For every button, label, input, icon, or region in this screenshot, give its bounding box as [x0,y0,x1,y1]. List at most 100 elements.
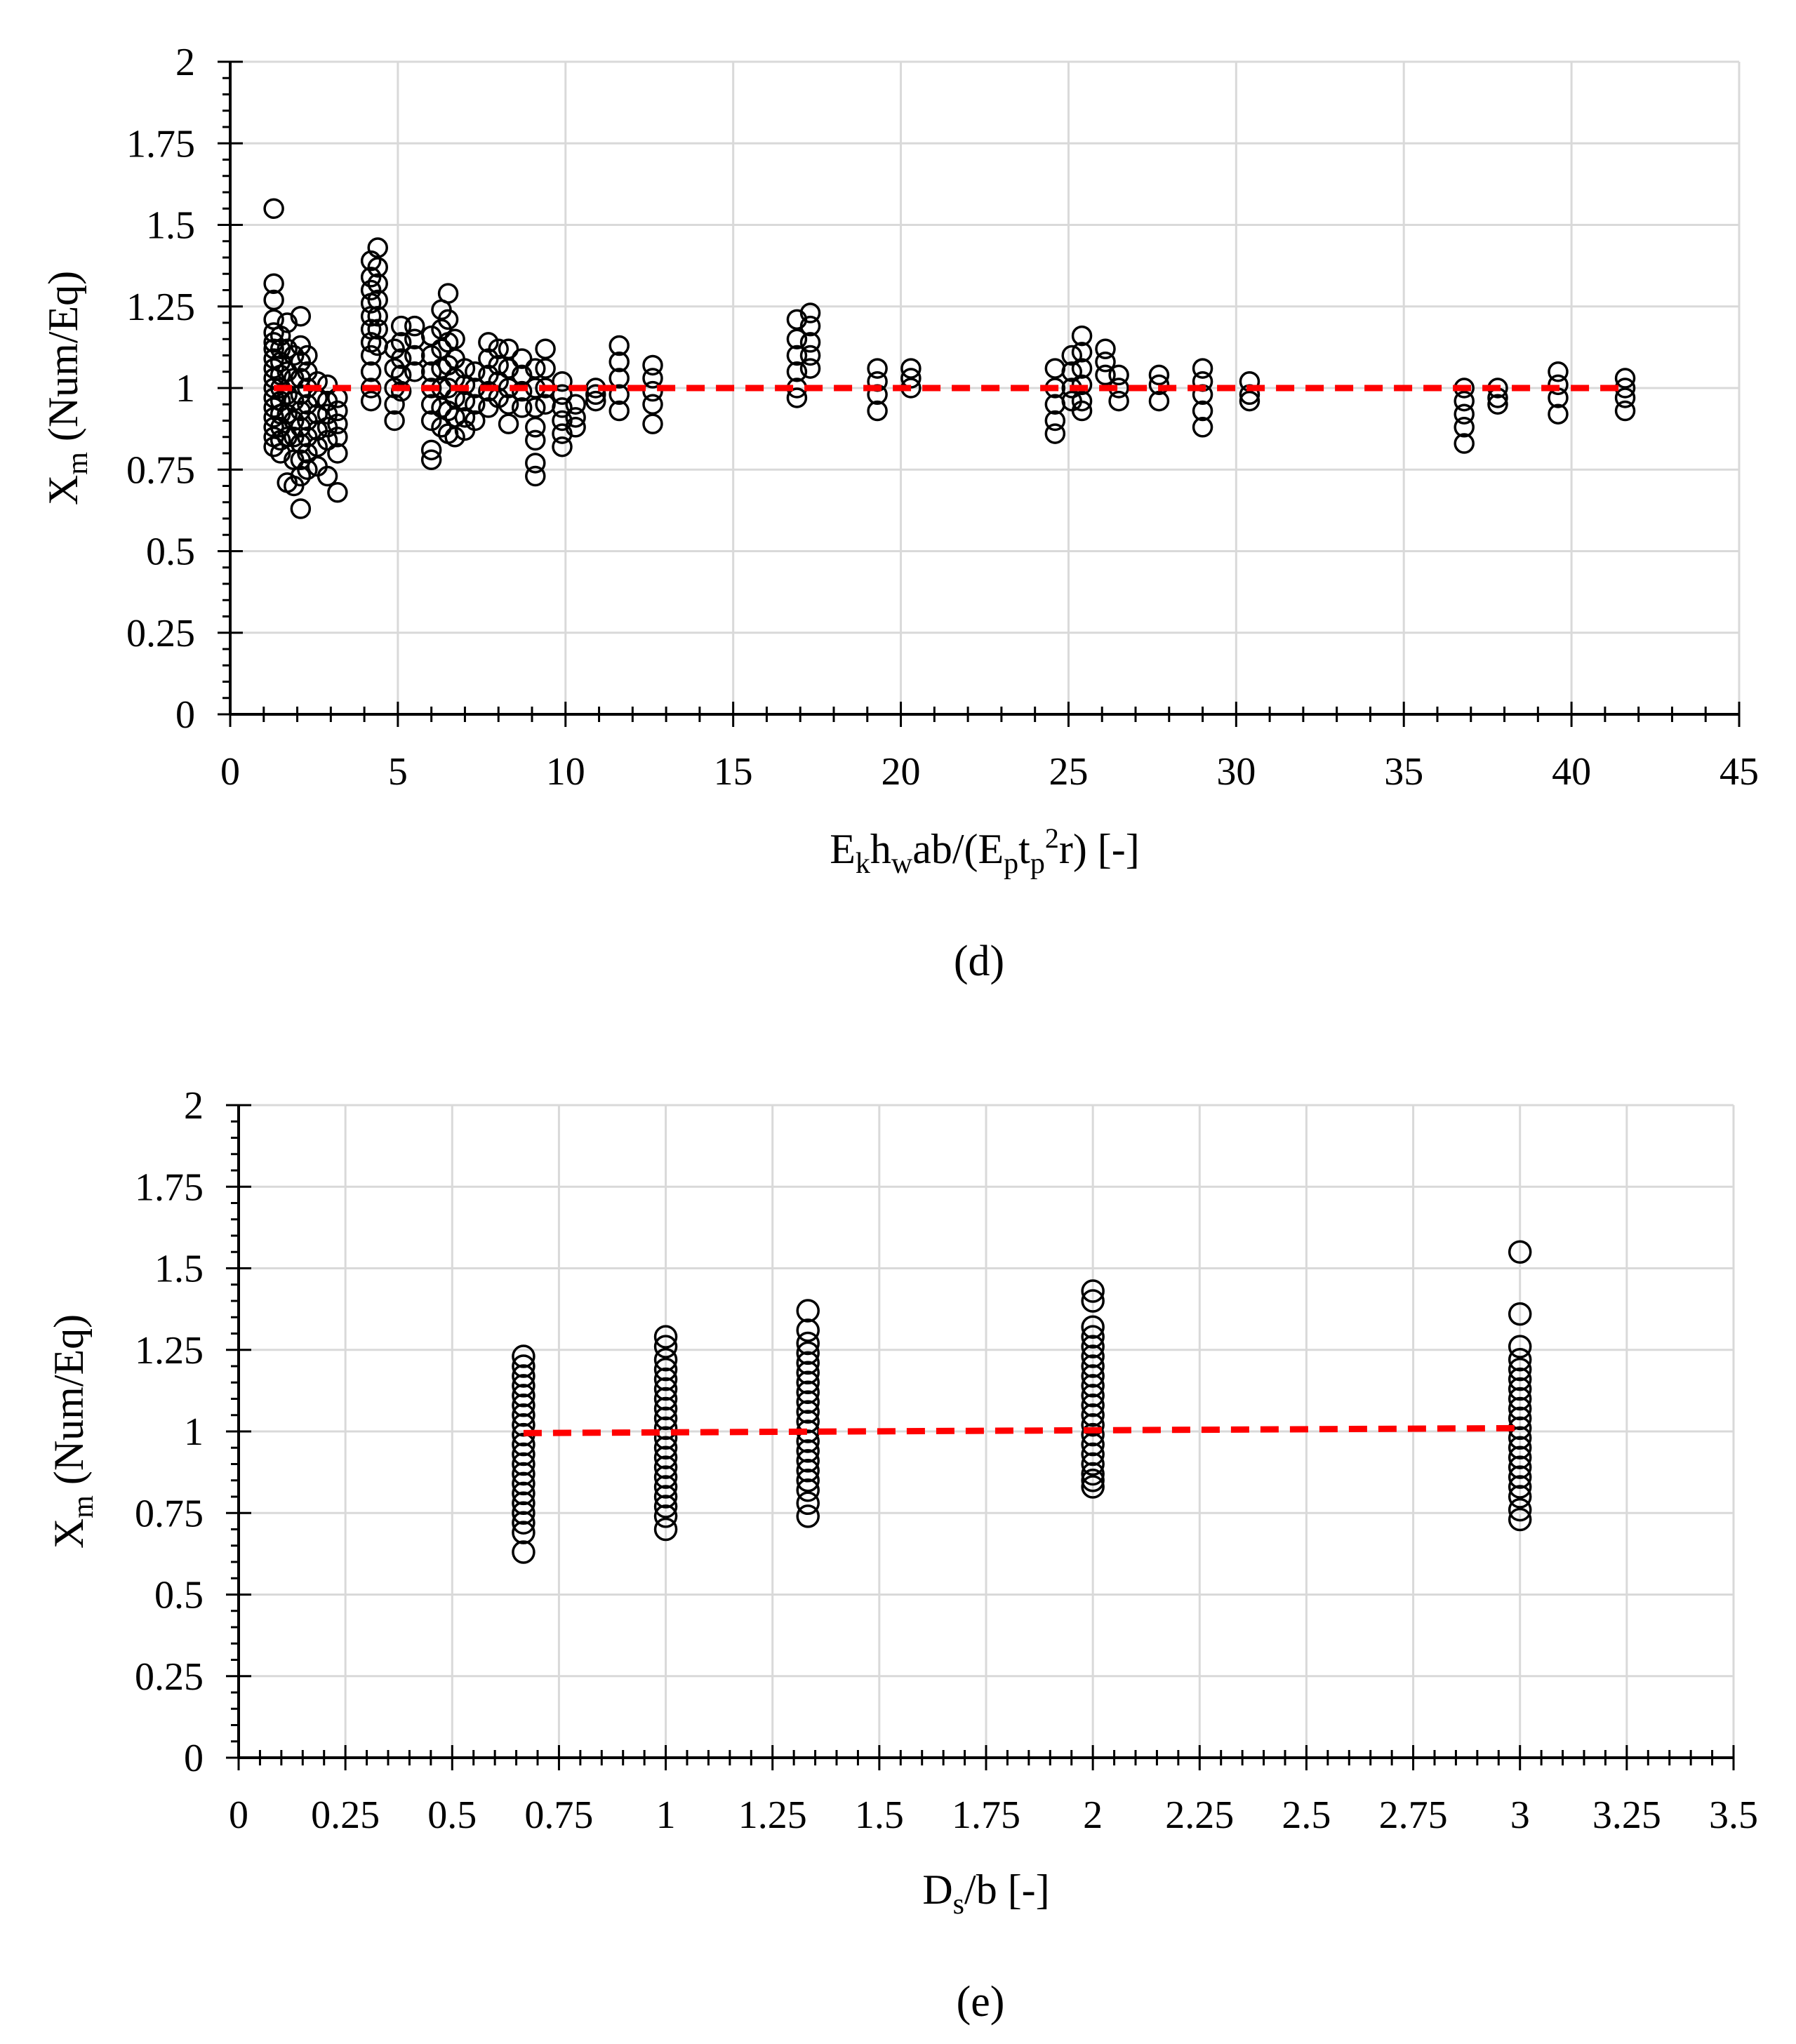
data-point [796,1380,820,1404]
data-point [786,345,808,366]
x-tick-label: 30 [1216,750,1256,794]
data-point [525,358,546,379]
x-axis-label-part: w [891,848,913,880]
data-point [552,384,573,406]
y-tick-label: 1 [184,1410,204,1454]
x-tick-label: 0.5 [427,1793,477,1837]
data-point [1044,423,1066,444]
data-point [404,361,425,382]
data-point [642,394,663,415]
data-point [290,465,312,487]
y-tick-label: 1.25 [135,1329,204,1372]
data-point [1044,410,1066,432]
x-axis-label-part: p [1004,848,1018,880]
data-point [511,380,533,402]
x-tick-label: 3.5 [1709,1793,1758,1837]
data-point [1081,1354,1105,1378]
x-tick-label: 10 [546,750,585,794]
data-point [1071,400,1093,422]
data-point [263,417,284,438]
y-tick-label: 0 [184,1737,204,1780]
data-point [1508,1357,1532,1382]
data-point [263,358,284,379]
data-point [552,436,573,457]
data-point [1081,1279,1105,1303]
data-point [1614,400,1636,422]
data-point [1081,1462,1105,1486]
data-point [653,1416,678,1441]
data-point [498,338,519,359]
x-axis-label-part: p [1030,848,1045,880]
data-point [327,443,348,464]
data-point [525,453,546,474]
data-point [512,1394,536,1417]
data-point [653,1325,678,1349]
data-point [796,1331,820,1356]
y-axis-label: Xm (Num/Eq) [40,271,94,505]
data-point [608,400,630,422]
data-point [1487,394,1508,415]
x-tick-label: 0.75 [524,1793,593,1837]
data-point [1148,374,1170,396]
data-point [1148,390,1170,412]
data-point [512,1374,536,1398]
data-point [1081,1315,1105,1339]
x-tick-label: 0.25 [311,1793,380,1837]
data-point [642,380,663,402]
data-point [437,283,459,304]
data-point [390,315,412,337]
data-point [653,1347,678,1372]
data-point [796,1318,820,1342]
data-point [1192,358,1213,379]
data-point [799,332,821,353]
panel-label: (d) [954,937,1004,985]
data-point [390,364,412,386]
data-point [535,338,556,359]
y-axis-label-part: (Num/Eq) [40,271,86,452]
data-point [297,459,318,480]
data-point [1081,1432,1105,1457]
data-point [1508,1347,1532,1372]
data-point [317,465,338,487]
x-tick-label: 40 [1552,750,1591,794]
data-point [263,332,284,353]
data-point [653,1517,678,1542]
data-point [1454,433,1475,454]
data-point [1081,1469,1105,1492]
data-point [1081,1335,1105,1358]
data-point [270,390,291,412]
data-point [512,1364,536,1388]
data-point [608,352,630,373]
data-point [1081,1394,1105,1417]
data-point [390,332,412,353]
data-point [465,410,486,432]
x-axis-label-part: D [922,1866,952,1913]
data-point [512,1491,536,1516]
data-point [263,289,284,311]
x-axis-label-part: k [856,848,870,880]
x-axis-label-part: h [870,826,891,872]
y-axis-label: Xm (Num/Eq) [46,1314,100,1549]
data-point [796,1459,820,1483]
data-point [642,354,663,376]
data-point [796,1390,820,1414]
data-point [498,394,519,415]
data-point [512,1462,536,1486]
y-tick-label: 0.75 [135,1492,204,1535]
data-point [454,374,476,396]
data-point [1108,364,1129,386]
data-point [1081,1412,1105,1437]
data-point [1081,1442,1105,1467]
y-axis-label-part: m [67,1495,100,1518]
data-point [1081,1364,1105,1388]
x-axis-label-part: ab/(E [912,826,1004,872]
data-point [653,1367,678,1391]
x-tick-label: 3 [1510,1793,1530,1837]
data-point [525,417,546,438]
y-tick-label: 0 [175,693,195,737]
data-point [420,410,442,432]
x-axis-label-part: r) [-] [1059,826,1140,872]
data-point [1081,1452,1105,1476]
x-tick-label: 1 [656,1793,676,1837]
